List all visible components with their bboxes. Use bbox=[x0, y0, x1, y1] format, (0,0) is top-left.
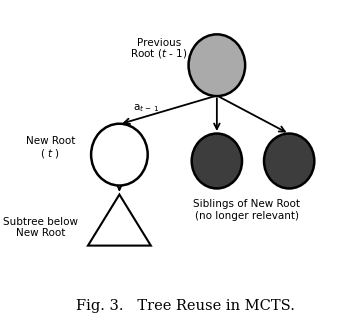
Text: New Root: New Root bbox=[16, 229, 65, 239]
Text: Fig. 3.   Tree Reuse in MCTS.: Fig. 3. Tree Reuse in MCTS. bbox=[76, 299, 295, 313]
Text: (no longer relevant): (no longer relevant) bbox=[195, 211, 299, 221]
Text: Subtree below: Subtree below bbox=[3, 217, 78, 227]
Text: Previous: Previous bbox=[137, 38, 181, 48]
Text: Siblings of New Root: Siblings of New Root bbox=[193, 199, 300, 209]
Polygon shape bbox=[88, 194, 151, 246]
Ellipse shape bbox=[189, 34, 245, 96]
Text: $\mathrm{a}_{t\,-\,1}$: $\mathrm{a}_{t\,-\,1}$ bbox=[133, 102, 159, 114]
Ellipse shape bbox=[192, 134, 242, 188]
Ellipse shape bbox=[91, 124, 148, 185]
Ellipse shape bbox=[264, 134, 314, 188]
Text: Root ($t$ - 1): Root ($t$ - 1) bbox=[130, 47, 187, 60]
Text: ( $t$ ): ( $t$ ) bbox=[40, 147, 60, 160]
Text: New Root: New Root bbox=[25, 136, 75, 146]
